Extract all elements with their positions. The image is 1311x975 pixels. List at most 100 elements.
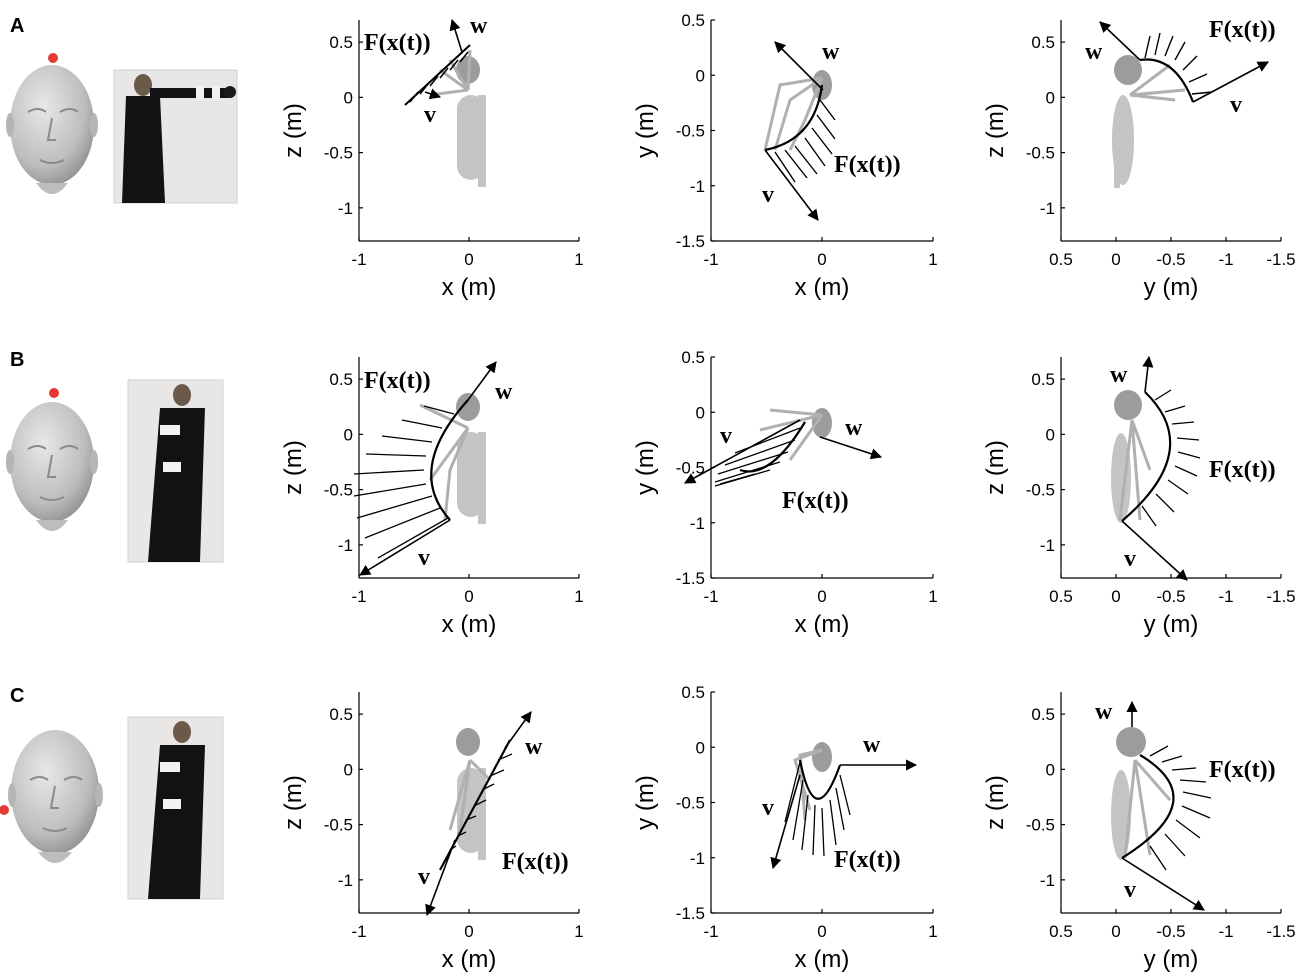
chart-a2-x-tick-label: 0 [817, 250, 826, 269]
chart-c2-y-tick-label: -1.5 [676, 904, 705, 923]
chart-b3-v-label: v [1124, 546, 1136, 572]
chart-c3-x-tick-label: 0 [1111, 922, 1120, 941]
chart-b3-figure [1111, 390, 1152, 523]
chart-c3-y-tick-label: 0.5 [1031, 705, 1055, 724]
chart-a3-y-tick-label: -0.5 [1026, 144, 1055, 163]
chart-a3-axes: 0.5 0 -0.5 -1 -1.5 0.5 0 -0.5 -1 y (m) z (m) [982, 20, 1296, 301]
chart-b1-y-tick-label: 0.5 [329, 370, 353, 389]
row-a: A [6, 13, 1276, 221]
chart-a3-w-label: w [1085, 39, 1103, 65]
chart-a1-y-tick-label: 0.5 [329, 33, 353, 52]
chart-c2-x-tick-label: 0 [817, 922, 826, 941]
chart-a2-y-axis-label: y (m) [632, 103, 659, 158]
chart-a3-x-tick-label: -0.5 [1156, 250, 1185, 269]
chart-b2-figure [759, 408, 832, 461]
panel-label-c: C [10, 685, 24, 707]
chart-b1-x-tick-label: -1 [351, 587, 366, 606]
chart-b3-v-arrow [1121, 520, 1188, 581]
chart-b3-y-tick-label: 0.5 [1031, 370, 1055, 389]
chart-c1-field-label: F(x(t)) [502, 849, 569, 875]
chart-a2-y-tick-label: 0 [696, 66, 705, 85]
chart-c3-v-label: v [1124, 877, 1136, 903]
chart-b2-y-tick-label: -1 [690, 514, 705, 533]
chart-a2-field-label: F(x(t)) [834, 152, 901, 178]
chart-c3-x-tick-label: -1.5 [1266, 922, 1295, 941]
chart-c3-trajectory [1121, 745, 1212, 871]
chart-a3-figure [1112, 55, 1186, 188]
panel-label-b: B [10, 349, 24, 371]
chart-b3-w-arrow [1142, 355, 1154, 393]
chart-a3-w-arrow [1099, 21, 1141, 61]
chart-c2-y-tick-label: 0 [696, 738, 705, 757]
chart-a3-y-tick-label: -1 [1040, 199, 1055, 218]
chart-c2-x-axis-label: x (m) [795, 946, 850, 973]
chart-c3: w F(x(t)) v [1095, 699, 1276, 911]
chart-c2-trajectory [784, 759, 851, 857]
chart-b3-trajectory [1121, 389, 1201, 527]
chart-b2-y-tick-label: -0.5 [676, 459, 705, 478]
chart-a2-y-tick-label: -1 [690, 177, 705, 196]
chart-a3-x-tick-label: -1.5 [1266, 250, 1295, 269]
chart-a3-trajectory [1139, 32, 1213, 103]
chart-c3-y-tick-label: -0.5 [1026, 816, 1055, 835]
chart-b2-field-label: F(x(t)) [782, 488, 849, 514]
chart-a3-y-tick-label: 0 [1046, 88, 1055, 107]
chart-a2-axes: -1 0 10.50-0.5-1-1.5x (m)y (m) [632, 11, 938, 301]
chart-b2-x-tick-label: 0 [817, 587, 826, 606]
chart-b1: F(x(t)) w v [353, 361, 513, 576]
chart-a1-y-tick-label: 0 [344, 88, 353, 107]
chart-a1-y-axis-label: z (m) [280, 103, 307, 158]
row-b: B [6, 349, 1276, 581]
photo-a [113, 69, 238, 204]
chart-b3-axes: 0.5 0 -0.5 -1 -1.5 0.5 0 -0.5 -1 y (m) z (m) [982, 357, 1296, 638]
chart-a2-y-tick-label: -0.5 [676, 122, 705, 141]
chart-a2-x-tick-label: -1 [703, 250, 718, 269]
chart-c1-v-label: v [418, 864, 430, 890]
head-model-c [0, 730, 103, 863]
chart-a1-v-label: v [424, 102, 436, 128]
chart-b2-w-arrow [819, 436, 883, 460]
chart-b2: w v F(x(t)) [684, 408, 883, 514]
chart-b2-v-label: v [720, 423, 732, 449]
chart-a3-x-axis-label: y (m) [1144, 274, 1199, 301]
chart-a1-axes: -1 0 1 0.5 0 -0.5 -1 x (m) z (m) [280, 20, 584, 301]
chart-a1-field-label: F(x(t)) [364, 30, 431, 56]
chart-b3-w-label: w [1110, 362, 1128, 388]
chart-c1-y-axis-label: z (m) [280, 775, 307, 830]
chart-b1-x-axis-label: x (m) [442, 611, 497, 638]
chart-a1-x-tick-label: 1 [574, 250, 583, 269]
head-model-a [6, 53, 98, 194]
chart-c1-x-tick-label: -1 [351, 922, 366, 941]
chart-b1-trajectory [353, 399, 469, 559]
chart-c2-v-label: v [762, 795, 774, 821]
marker-dot-c [0, 805, 9, 815]
chart-c3-x-tick-label: -1 [1218, 922, 1233, 941]
chart-b1-figure [419, 393, 486, 524]
chart-a1-y-tick-label: -0.5 [324, 144, 353, 163]
chart-c2-x-tick-label: 1 [928, 922, 937, 941]
chart-b2-x-axis-label: x (m) [795, 611, 850, 638]
chart-c2: w v F(x(t)) [762, 732, 918, 873]
chart-b3-y-tick-label: 0 [1046, 425, 1055, 444]
chart-c1-x-tick-label: 1 [574, 922, 583, 941]
chart-c3-w-label: w [1095, 699, 1113, 725]
chart-b3-y-axis-label: z (m) [982, 440, 1009, 495]
chart-c2-y-tick-label: -0.5 [676, 794, 705, 813]
chart-c2-y-tick-label: -1 [690, 849, 705, 868]
chart-b1-v-arrow [359, 519, 451, 576]
chart-b2-v-arrow [684, 419, 801, 484]
chart-b1-y-tick-label: -1 [338, 536, 353, 555]
chart-a2-trajectory [764, 84, 836, 183]
chart-a2: w F(x(t)) v [762, 39, 901, 221]
chart-a3-y-tick-label: 0.5 [1031, 33, 1055, 52]
chart-b3-y-tick-label: -1 [1040, 536, 1055, 555]
axes-layer: -1 0 10.50-0.5-1x (m)z (m)-1 0 10.50-0.5-1-1… [280, 11, 1296, 973]
chart-b2-y-tick-label: 0 [696, 403, 705, 422]
chart-c3-y-tick-label: -1 [1040, 871, 1055, 890]
chart-c2-field-label: F(x(t)) [834, 847, 901, 873]
chart-b1-y-axis-label: z (m) [280, 440, 307, 495]
chart-c1-axes: -1 0 1 0.5 0 -0.5 -1 x (m) z (m) [280, 692, 584, 973]
chart-a3-x-tick-label: 0 [1111, 250, 1120, 269]
chart-b3-x-tick-label: 0.5 [1049, 587, 1073, 606]
